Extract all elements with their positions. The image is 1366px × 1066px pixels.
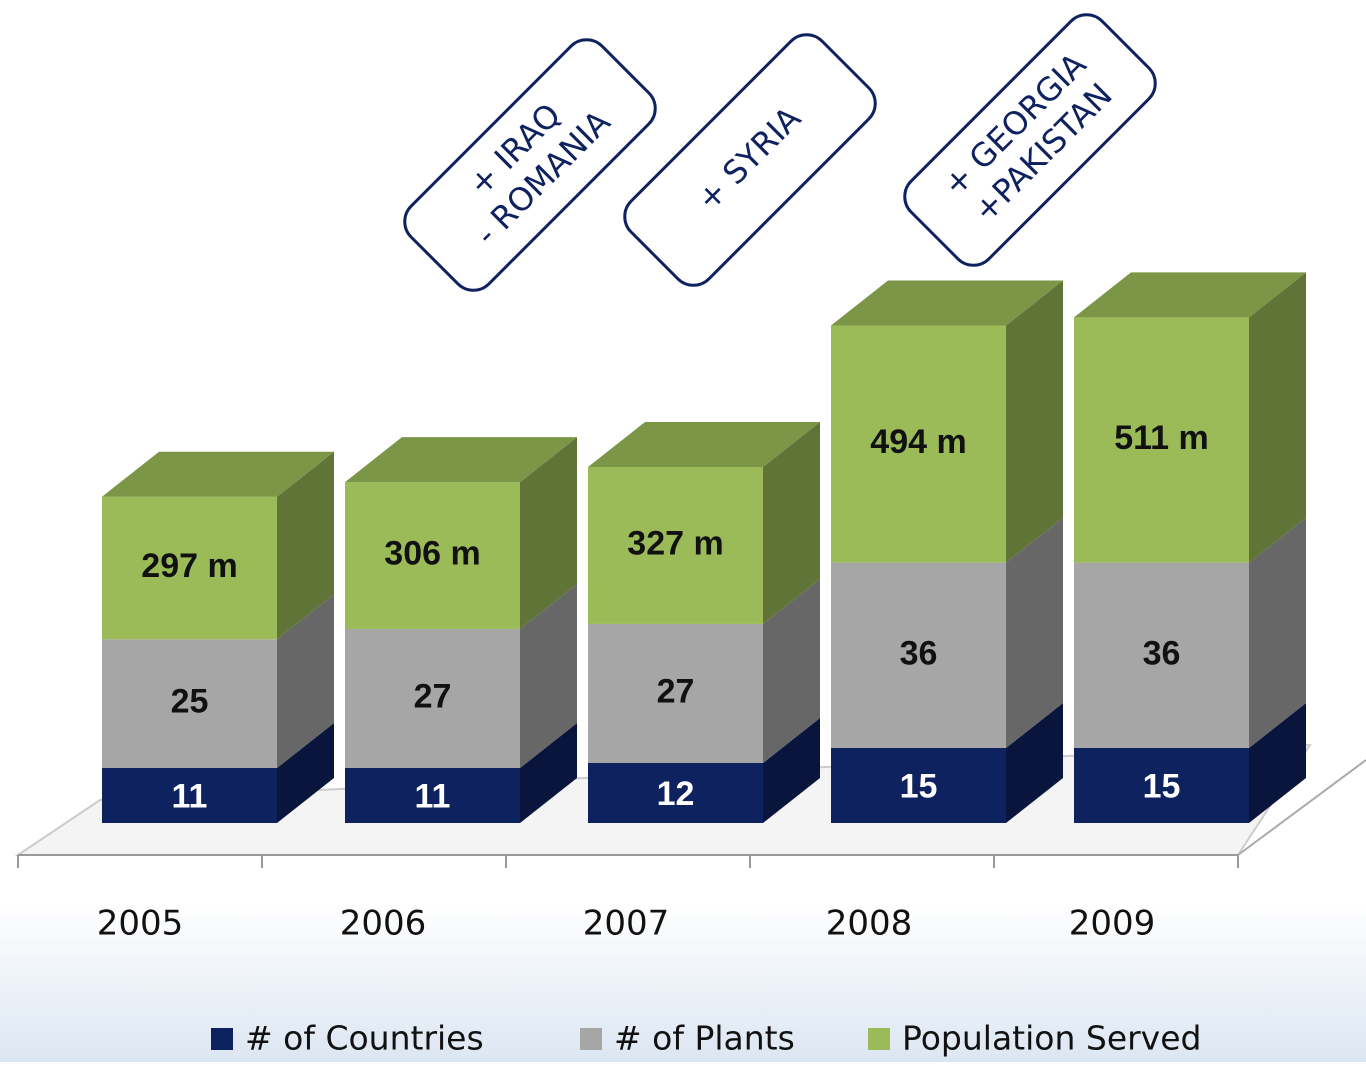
x-tick-label: 2006 [340,904,427,944]
bar-side [1006,280,1063,563]
bar-side [520,723,577,823]
annotation: + SYRIA [623,33,877,287]
annotation-box [903,13,1157,267]
bar [831,325,1006,563]
data-label: 11 [415,777,451,815]
bar-side [763,718,820,823]
x-tick-label: 2008 [826,904,913,944]
data-label: 36 [1143,634,1181,672]
bar [1074,317,1249,563]
bar-side [1006,517,1063,748]
bar-top [831,280,1063,326]
data-label: 25 [171,683,209,721]
bar-side [277,723,334,823]
data-label: 511 m [1114,419,1209,457]
data-label: 12 [657,775,695,813]
bar-top [588,421,820,467]
x-tick-label: 2009 [1069,904,1156,944]
bar [831,748,1006,823]
bar [588,623,763,763]
bar [345,628,520,768]
data-label: 27 [414,677,452,715]
bar-side [763,421,820,624]
bar [1074,748,1249,823]
bar [588,466,763,624]
legend-label: # of Countries [245,1019,484,1058]
bar [345,768,520,823]
bar [345,482,520,629]
bars: 11 25 297 m 2005 11 27 306 m 2006 12 27 327 m 2007 1… [97,272,1306,944]
data-label: 27 [657,672,695,710]
bar-side [1249,703,1306,823]
data-label: 494 m [870,423,966,461]
bar-top [1074,272,1306,318]
data-label: 297 m [141,547,237,585]
bar-side [277,451,334,640]
data-label: 11 [172,777,208,815]
bar [588,763,763,823]
bar [831,562,1006,748]
legend-label: Population Served [902,1019,1201,1058]
legend-swatch [868,1028,890,1050]
bar-top [102,451,334,497]
data-label: 36 [900,634,938,672]
x-tick-label: 2007 [583,904,670,944]
bar [1074,562,1249,748]
bar-side [277,594,334,768]
bar-side [1006,703,1063,823]
annotation-box [623,33,877,287]
legend: # of Countries # of Plants Population Serv… [211,1019,1201,1058]
bar-side [1249,517,1306,748]
legend-swatch [580,1028,602,1050]
data-label: 15 [1143,767,1181,805]
data-label: 15 [900,767,938,805]
bar-side [763,578,820,763]
data-label: 306 m [384,534,480,572]
legend-label: # of Plants [614,1019,795,1058]
bar-side [1249,272,1306,563]
bar-side [520,437,577,629]
bar [102,639,277,768]
bar-top [345,437,577,483]
bar [102,768,277,823]
legend-swatch [211,1028,233,1050]
x-tick-label: 2005 [97,904,184,944]
bar [102,496,277,640]
data-label: 327 m [627,524,723,562]
annotation-box [403,38,657,292]
bar-side [520,583,577,768]
